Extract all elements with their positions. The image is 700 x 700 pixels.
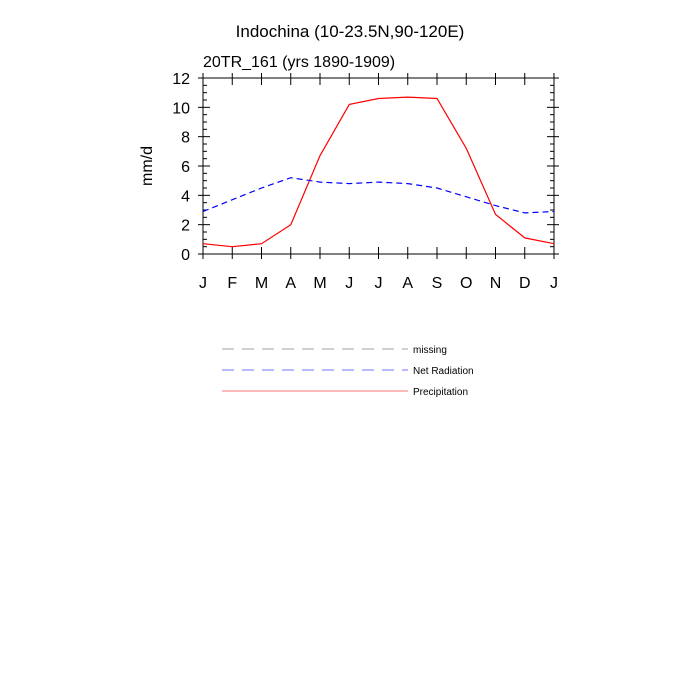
x-tick-label: J [199, 275, 207, 292]
legend-item: missing [222, 345, 447, 356]
x-tick-label: J [550, 275, 558, 292]
x-tick-label: J [345, 275, 353, 292]
legend-label: missing [413, 345, 447, 356]
x-tick-label: D [519, 275, 531, 292]
plot-frame [202, 77, 555, 255]
y-tick-label: 6 [181, 159, 190, 176]
x-tick-label: N [490, 275, 502, 292]
chart-title: Indochina (10-23.5N,90-120E) [236, 22, 465, 41]
y-axis-label: mm/d [139, 146, 156, 186]
legend: missing Net Radiation Precipitation [222, 345, 474, 398]
y-tick-label: 4 [181, 188, 190, 205]
x-tick-label: F [227, 275, 237, 292]
x-tick-label: M [255, 275, 268, 292]
series-line-net-radiation [202, 177, 555, 214]
y-tick-label: 12 [172, 71, 190, 88]
y-tick-label: 8 [181, 130, 190, 147]
series-line-precipitation [202, 96, 555, 248]
x-tick-label: A [285, 275, 296, 292]
series-lines [202, 96, 555, 248]
chart-subtitle: 20TR_161 (yrs 1890-1909) [203, 54, 395, 71]
legend-label: Net Radiation [413, 366, 474, 377]
x-tick-label: M [313, 275, 326, 292]
legend-item: Precipitation [222, 387, 468, 398]
x-tick-label: A [402, 275, 413, 292]
legend-item: Net Radiation [222, 366, 474, 377]
x-tick-label: J [375, 275, 383, 292]
y-tick-label: 2 [181, 218, 190, 235]
y-tick-label: 0 [181, 247, 190, 264]
x-tick-label: S [432, 275, 443, 292]
y-tick-label: 10 [172, 100, 190, 117]
x-tick-label: O [460, 275, 472, 292]
legend-label: Precipitation [413, 387, 468, 398]
